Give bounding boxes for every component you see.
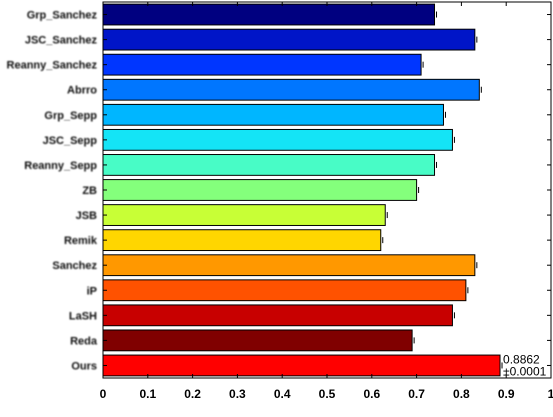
bar-annotation: 0.8862	[503, 352, 540, 366]
bar	[102, 179, 418, 201]
bar	[102, 354, 501, 377]
bar	[102, 28, 476, 51]
bar	[102, 78, 480, 101]
axes-frame	[102, 1, 552, 379]
y-tick-label: Ours	[71, 360, 97, 372]
y-tick-label: ZB	[82, 185, 97, 197]
y-tick-label: iP	[87, 285, 97, 297]
bar	[102, 329, 413, 352]
y-tick-label: JSB	[76, 210, 97, 222]
bar	[102, 3, 436, 26]
x-tick-label: 0.6	[363, 387, 380, 401]
x-ticks: 0 0.1 0.2 0.3 0.4 0.5 0.6 0.7 0.8 0.9 1	[100, 2, 553, 401]
x-tick-label: 0.1	[139, 387, 156, 401]
x-tick-label: 0.8	[453, 387, 470, 401]
bar	[102, 53, 422, 76]
y-tick-label: Grp_Sepp	[44, 110, 97, 122]
error-bars-group	[382, 11, 503, 369]
bar	[102, 154, 436, 176]
bar	[102, 279, 467, 302]
x-tick-label: 0.5	[319, 387, 336, 401]
y-tick-labels: Grp_Sanchez JSC_Sanchez Reanny_Sanchez Abrr…	[7, 10, 551, 372]
bar	[102, 204, 386, 226]
bar	[102, 304, 453, 327]
x-tick-label: 0.3	[229, 387, 246, 401]
y-tick-label: LaSH	[69, 310, 97, 322]
bar	[102, 229, 382, 252]
x-tick-label: 0.9	[498, 387, 515, 401]
y-tick-label: Grp_Sanchez	[27, 10, 98, 22]
y-tick-label: JSC_Sepp	[43, 135, 98, 147]
x-tick-label: 0.2	[184, 387, 201, 401]
y-tick-label: Reanny_Sanchez	[7, 60, 98, 72]
y-tick-label: Reda	[70, 335, 98, 347]
y-tick-label: JSC_Sanchez	[25, 35, 98, 47]
x-tick-label: 0	[100, 387, 107, 401]
bar	[102, 254, 476, 277]
y-tick-label: Abrro	[67, 85, 97, 97]
y-tick-label: Sanchez	[52, 260, 97, 272]
x-tick-label: 0.4	[274, 387, 291, 401]
bar	[102, 103, 444, 126]
y-tick-label: Reanny_Sepp	[24, 160, 97, 172]
annotations: 0.8862±0.0001	[503, 352, 547, 378]
bars-group	[102, 3, 501, 377]
x-tick-label: 0.7	[408, 387, 425, 401]
y-tick-label: Remik	[64, 235, 98, 247]
bar-annotation: ±0.0001	[503, 364, 547, 378]
x-tick-label: 1	[548, 387, 553, 401]
bar	[102, 128, 453, 151]
